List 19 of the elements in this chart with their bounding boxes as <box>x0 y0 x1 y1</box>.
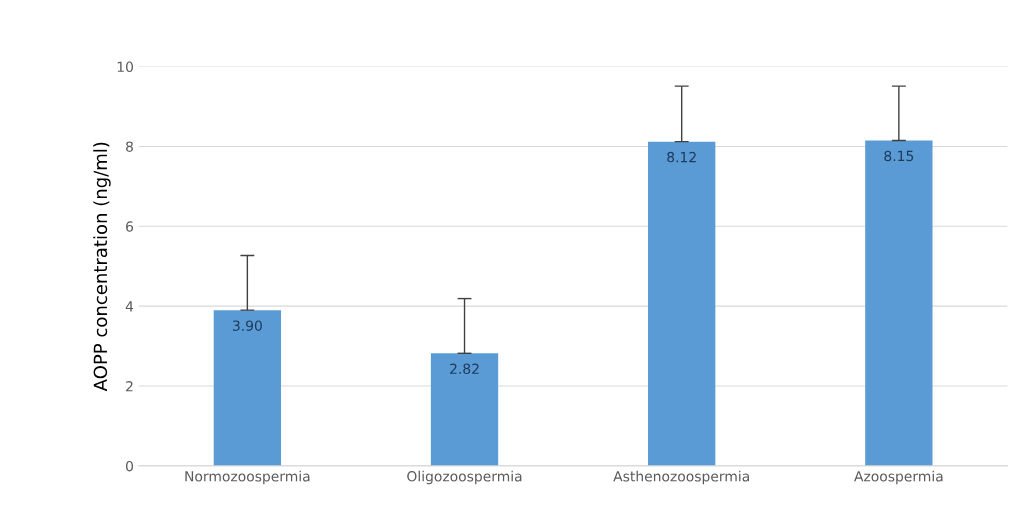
data-label: 3.90 <box>232 320 262 331</box>
data-label: 2.82 <box>450 363 479 375</box>
bar <box>430 353 499 466</box>
bar <box>648 141 716 466</box>
y-tick-label: 0 <box>126 460 133 472</box>
x-tick-label: Normozoospermia <box>185 470 310 485</box>
y-tick-label: 10 <box>117 61 133 73</box>
bar <box>865 140 933 466</box>
x-tick-label: Oligozoospermia <box>407 470 522 485</box>
data-label: 8.12 <box>667 151 696 163</box>
y-tick-label: 6 <box>126 221 134 232</box>
y-tick-label: 4 <box>125 301 134 312</box>
x-tick-label: Azoospermia <box>854 470 943 485</box>
data-label: 8.15 <box>884 150 914 162</box>
bar <box>213 310 282 466</box>
y-axis-title: AOPP concentration (ng/ml) <box>93 142 111 392</box>
y-tick-label: 2 <box>126 381 133 392</box>
x-tick-label: Asthenozoospermia <box>613 470 749 485</box>
y-tick-label: 8 <box>126 141 133 152</box>
